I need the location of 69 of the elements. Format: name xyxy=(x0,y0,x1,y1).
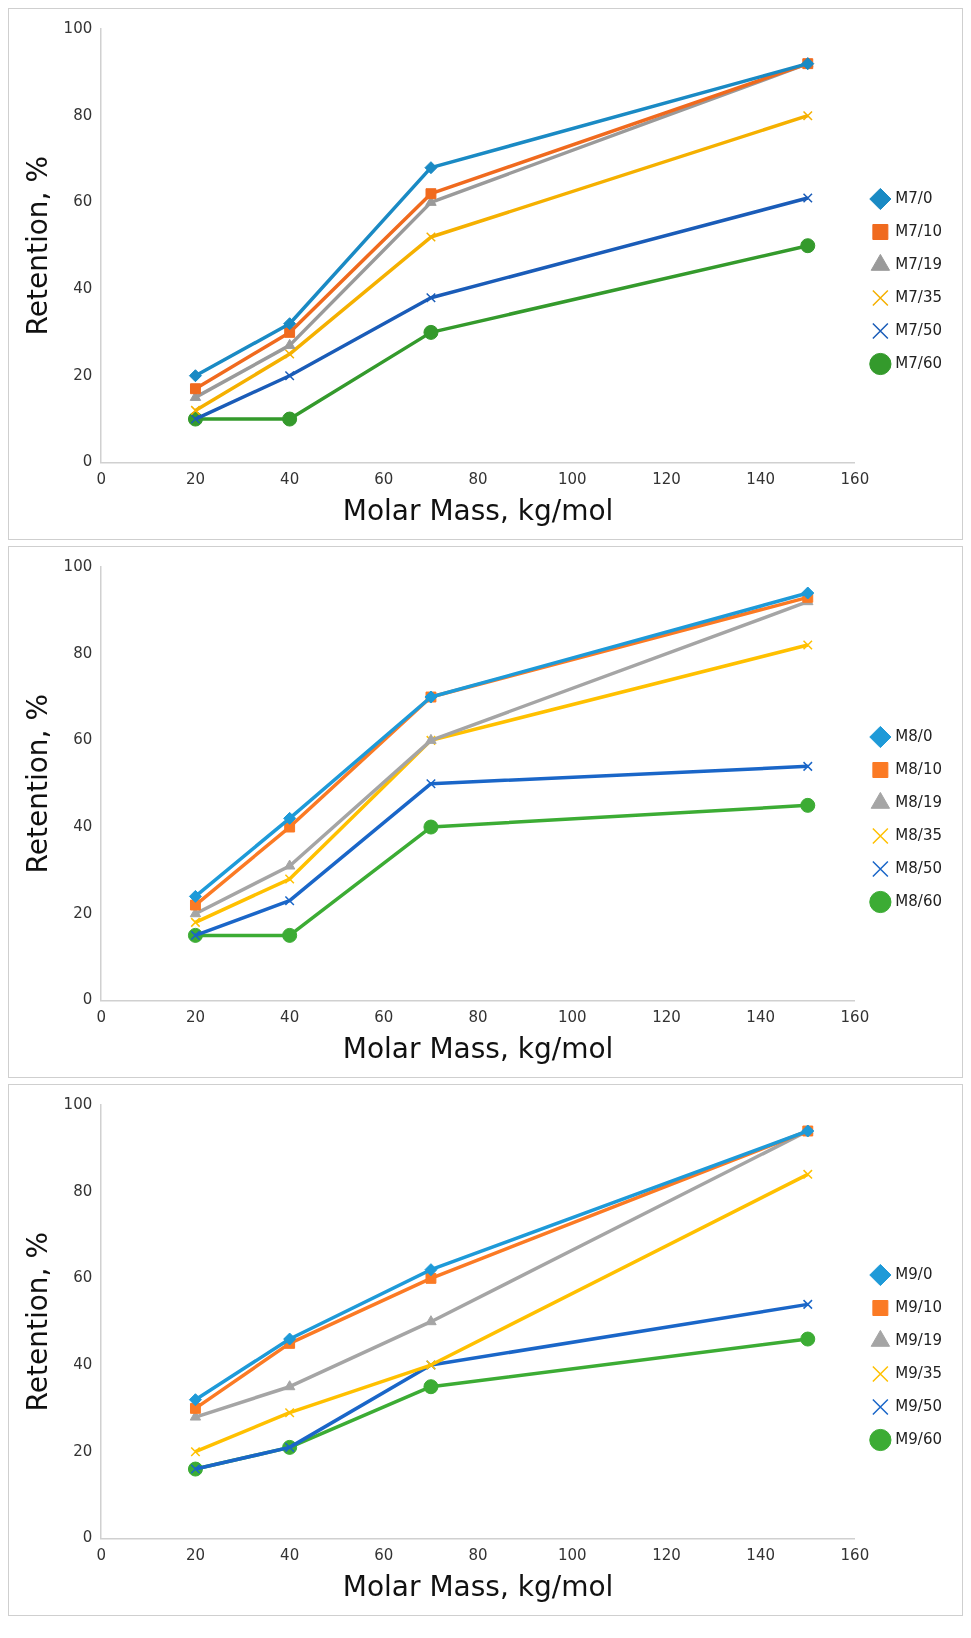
legend-label: M7/10 xyxy=(895,221,943,240)
x-tick-label: 120 xyxy=(652,1546,681,1565)
x-tick-label: 60 xyxy=(374,1546,394,1565)
x-tick-label: 20 xyxy=(185,470,205,489)
y-tick-label: 20 xyxy=(73,365,93,384)
legend-label: M8/60 xyxy=(895,891,943,910)
x-tick-label: 40 xyxy=(280,470,300,489)
y-tick-label: 60 xyxy=(73,192,93,211)
x-tick-label: 40 xyxy=(280,1008,300,1027)
x-tick-label: 80 xyxy=(468,1546,488,1565)
y-tick-label: 0 xyxy=(82,990,93,1009)
x-axis-title: Molar Mass, kg/mol xyxy=(342,1032,614,1066)
x-tick-label: 0 xyxy=(96,470,106,489)
x-tick-label: 120 xyxy=(652,1008,681,1027)
x-tick-label: 140 xyxy=(746,470,775,489)
y-tick-label: 100 xyxy=(63,18,93,37)
y-tick-label: 40 xyxy=(73,816,93,835)
legend-label: M8/35 xyxy=(895,825,943,844)
x-tick-label: 100 xyxy=(557,1008,587,1027)
legend-label: M9/50 xyxy=(895,1396,943,1415)
x-tick-label: 60 xyxy=(374,470,394,489)
y-tick-label: 20 xyxy=(73,903,93,922)
legend-label: M9/10 xyxy=(895,1297,943,1316)
x-tick-label: 100 xyxy=(557,1546,587,1565)
x-tick-label: 40 xyxy=(280,1546,300,1565)
y-tick-label: 100 xyxy=(63,556,93,575)
legend-label: M9/19 xyxy=(895,1330,943,1349)
legend-label: M8/50 xyxy=(895,858,943,877)
legend-label: M9/60 xyxy=(895,1429,943,1448)
x-tick-label: 0 xyxy=(96,1008,106,1027)
y-tick-label: 100 xyxy=(63,1094,93,1113)
x-tick-label: 100 xyxy=(557,470,587,489)
x-tick-label: 140 xyxy=(746,1546,775,1565)
legend-label: M7/0 xyxy=(895,188,933,207)
y-tick-label: 60 xyxy=(73,1268,93,1287)
x-axis-title: Molar Mass, kg/mol xyxy=(342,1570,614,1604)
y-tick-label: 20 xyxy=(73,1441,93,1460)
y-tick-label: 40 xyxy=(73,278,93,297)
y-axis-title: Retention, % xyxy=(21,1231,55,1412)
legend-label: M7/60 xyxy=(895,353,943,372)
x-tick-label: 20 xyxy=(185,1008,205,1027)
legend-label: M7/35 xyxy=(895,287,943,306)
legend-label: M8/10 xyxy=(895,759,943,778)
x-tick-label: 160 xyxy=(840,470,870,489)
y-tick-label: 80 xyxy=(73,1181,93,1200)
x-tick-label: 160 xyxy=(840,1546,870,1565)
y-tick-label: 0 xyxy=(82,452,93,471)
x-tick-label: 160 xyxy=(840,1008,870,1027)
legend-label: M9/35 xyxy=(895,1363,943,1382)
x-tick-label: 60 xyxy=(374,1008,394,1027)
y-axis-title: Retention, % xyxy=(21,693,55,874)
legend-label: M9/0 xyxy=(895,1264,933,1283)
x-tick-label: 80 xyxy=(468,470,488,489)
y-tick-label: 80 xyxy=(73,643,93,662)
x-tick-label: 140 xyxy=(746,1008,775,1027)
x-tick-label: 0 xyxy=(96,1546,106,1565)
x-axis-title: Molar Mass, kg/mol xyxy=(342,494,614,528)
x-tick-label: 120 xyxy=(652,470,681,489)
y-axis-title: Retention, % xyxy=(21,155,55,336)
legend-label: M7/50 xyxy=(895,320,943,339)
y-tick-label: 60 xyxy=(73,730,93,749)
x-tick-label: 80 xyxy=(468,1008,488,1027)
y-tick-label: 0 xyxy=(82,1528,93,1547)
y-tick-label: 80 xyxy=(73,105,93,124)
y-tick-label: 40 xyxy=(73,1354,93,1373)
legend-label: M7/19 xyxy=(895,254,943,273)
legend-label: M8/0 xyxy=(895,726,933,745)
x-tick-label: 20 xyxy=(185,1546,205,1565)
legend-label: M8/19 xyxy=(895,792,943,811)
